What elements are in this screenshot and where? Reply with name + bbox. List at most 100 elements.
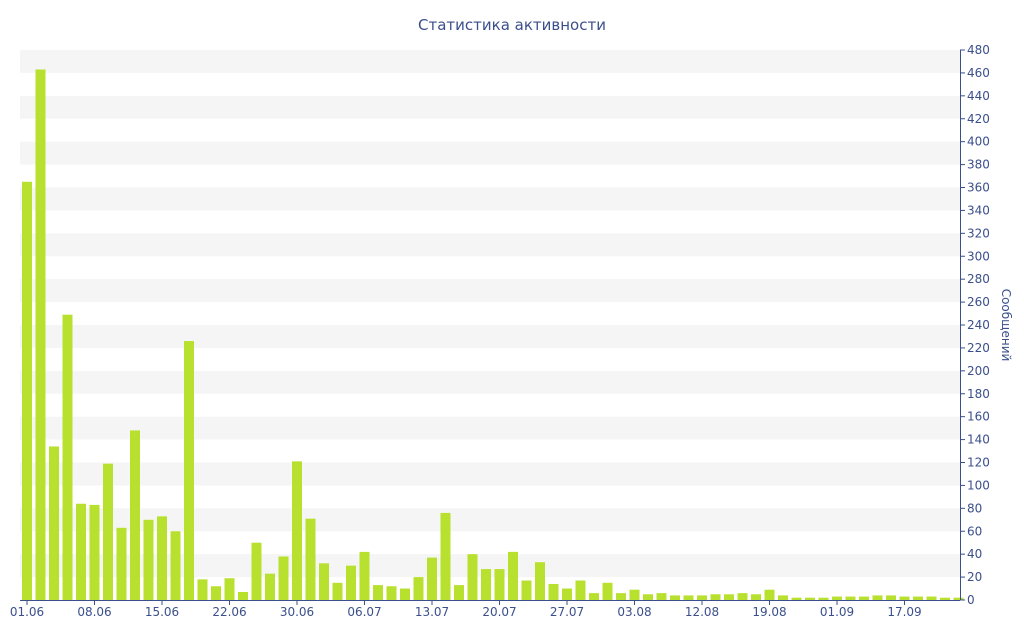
bar	[548, 583, 559, 600]
y-tick-label: 100	[967, 478, 990, 492]
y-tick-label: 0	[967, 593, 975, 607]
y-tick-label: 160	[967, 410, 990, 424]
y-tick-label: 440	[967, 89, 990, 103]
y-tick-label: 60	[967, 524, 982, 538]
bar	[913, 596, 923, 600]
bar	[413, 577, 424, 600]
y-tick-label: 20	[967, 570, 982, 584]
bar	[683, 595, 694, 600]
grid-band	[20, 95, 960, 119]
bar	[76, 503, 86, 600]
grid-band	[20, 416, 960, 440]
bar	[953, 597, 964, 600]
bar	[886, 595, 896, 600]
y-tick-label: 120	[967, 456, 990, 470]
bar	[305, 518, 316, 600]
bar	[211, 586, 221, 600]
bars-group	[22, 69, 964, 601]
bar	[440, 512, 451, 600]
bar	[508, 551, 518, 601]
x-tick-label: 01.09	[820, 605, 854, 619]
bar	[724, 594, 734, 600]
grid-band	[20, 325, 960, 348]
bar	[562, 588, 572, 600]
bar	[454, 585, 464, 600]
bar	[697, 595, 707, 600]
bar	[602, 582, 613, 600]
y-tick-label: 40	[967, 547, 982, 561]
bar	[130, 430, 140, 600]
bar	[751, 594, 761, 600]
bar	[575, 580, 586, 600]
bar	[386, 586, 397, 600]
bar	[103, 463, 113, 600]
y-tick-label: 400	[967, 135, 990, 149]
x-tick-label: 22.06	[212, 605, 246, 619]
bar	[656, 593, 667, 601]
bar	[332, 582, 343, 600]
bar	[643, 594, 653, 600]
grid-bands	[20, 50, 960, 578]
y-tick-label: 200	[967, 364, 990, 378]
bar	[292, 461, 302, 600]
x-tick-label: 15.06	[145, 605, 179, 619]
y-tick-label: 340	[967, 203, 990, 217]
bar	[832, 596, 842, 600]
grid-band	[20, 508, 960, 532]
grid-band	[20, 233, 960, 257]
bar	[184, 341, 194, 600]
bar	[710, 594, 721, 600]
bar	[818, 597, 829, 600]
y-tick-label: 360	[967, 181, 990, 195]
x-tick-label: 27.07	[550, 605, 584, 619]
bar	[346, 565, 356, 601]
bar	[116, 527, 127, 600]
bar	[872, 595, 883, 600]
bar	[238, 591, 248, 600]
grid-band	[20, 187, 960, 211]
x-tick-label: 20.07	[482, 605, 516, 619]
bar	[278, 556, 289, 600]
x-tick-label: 06.07	[347, 605, 381, 619]
y-axis-label: Сообщений	[999, 289, 1013, 362]
bar	[265, 573, 275, 600]
bar	[535, 562, 545, 600]
grid-band	[20, 370, 960, 394]
x-tick-label: 30.06	[280, 605, 314, 619]
bar	[805, 597, 815, 600]
y-tick-label: 480	[967, 43, 990, 57]
bar	[319, 563, 329, 600]
bar	[35, 69, 46, 601]
bar	[670, 595, 680, 600]
y-tick-label: 320	[967, 226, 990, 240]
bar	[494, 569, 505, 600]
y-tick-label: 380	[967, 158, 990, 172]
bar	[764, 589, 775, 600]
grid-band	[20, 462, 960, 486]
x-tick-label: 01.06	[10, 605, 44, 619]
bar	[359, 551, 370, 601]
bar	[521, 580, 532, 600]
bar	[143, 519, 154, 600]
grid-band	[20, 50, 960, 73]
bar	[616, 593, 626, 601]
grid-band	[20, 279, 960, 303]
bar	[251, 542, 262, 600]
bar	[926, 596, 937, 600]
bar	[400, 588, 410, 600]
x-tick-label: 12.08	[685, 605, 719, 619]
bar	[49, 446, 59, 600]
bar	[589, 593, 599, 601]
bar	[22, 181, 32, 600]
x-tick-label: 19.08	[752, 605, 786, 619]
x-tick-labels: 01.06 08.06 15.06 22.06 30.06 06.07 13.07 20.07…	[10, 605, 922, 619]
bar	[737, 593, 748, 601]
bar	[791, 597, 802, 600]
x-tick-label: 08.06	[77, 605, 111, 619]
bar	[940, 597, 950, 600]
y-tick-label: 140	[967, 433, 990, 447]
y-tick-label: 260	[967, 295, 990, 309]
y-tick-label: 220	[967, 341, 990, 355]
